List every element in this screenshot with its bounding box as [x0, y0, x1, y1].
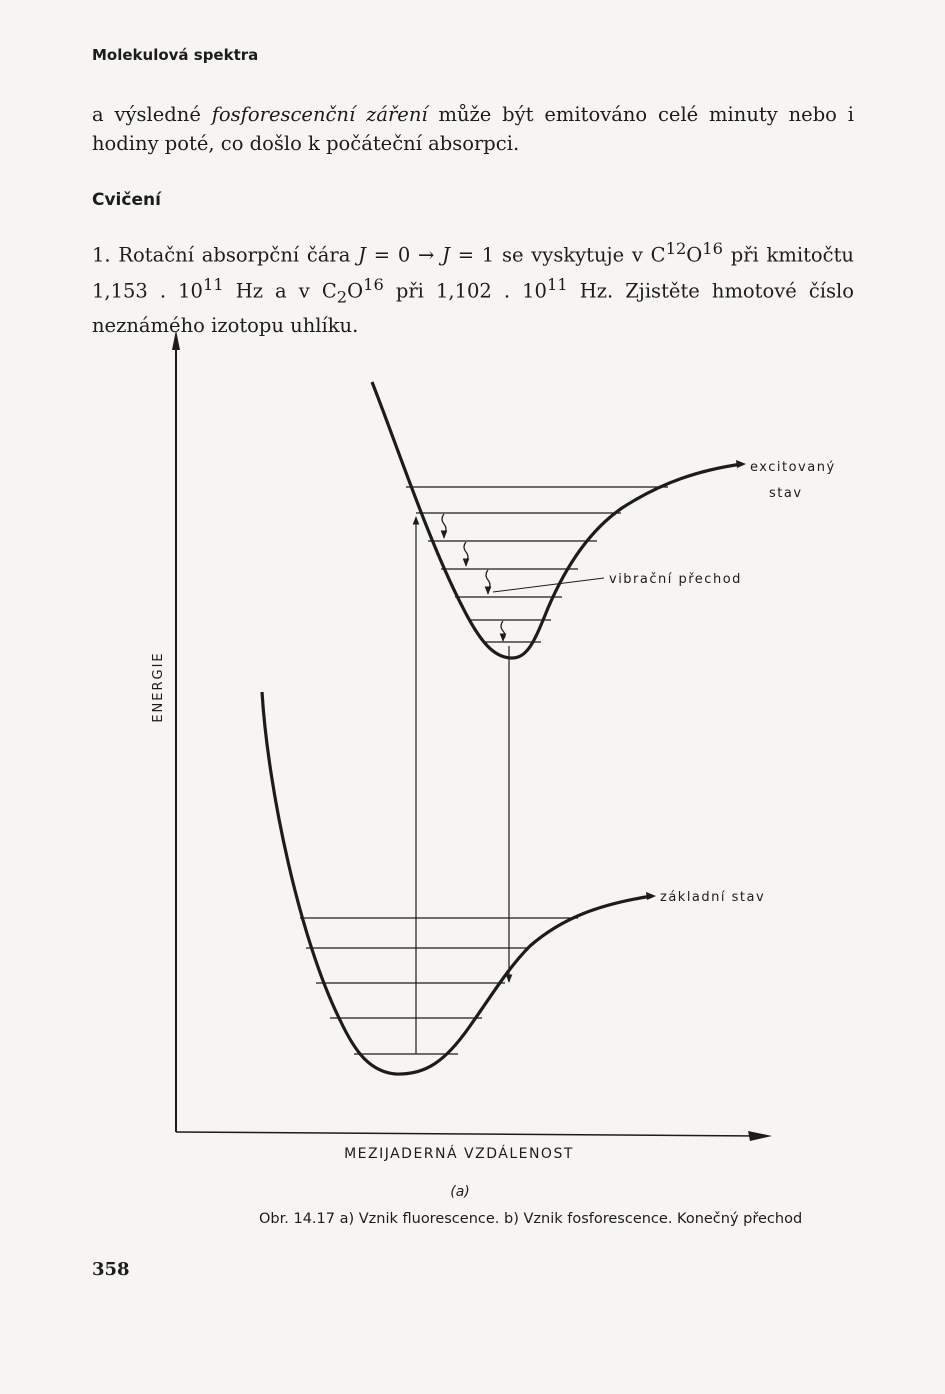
ground-label-pointer	[646, 892, 656, 900]
exercise-text: Hz. Zjistěte hmotové číslo neznámého izo…	[92, 279, 855, 337]
ground-state-curve	[260, 691, 653, 1076]
x-axis-label: MEZIJADERNÁ VZDÁLENOST	[344, 1145, 574, 1162]
figure-sub-label: (a)	[450, 1184, 470, 1200]
exercise-text: = 1 se vyskytuje v C	[449, 243, 666, 267]
wavy-arrow	[499, 620, 507, 642]
exercise-superscript: 12	[665, 239, 687, 258]
exercise-superscript: 11	[202, 274, 224, 294]
exercise-text: při kmitočtu 1,153 . 10	[92, 243, 854, 303]
relaxation-arrows	[440, 513, 507, 642]
excited-state-label-2: stav	[769, 486, 803, 501]
running-head: Molekulová spektra	[92, 46, 259, 64]
ground-levels	[300, 917, 578, 1055]
wavy-arrow	[484, 569, 492, 595]
page-number: 358	[92, 1259, 130, 1280]
paragraph-text-2: může být emitováno celé minuty nebo i ho…	[92, 103, 854, 155]
exercise-var: J	[358, 243, 366, 267]
exercise-superscript: 11	[546, 274, 568, 294]
exercise-var: J	[442, 243, 450, 267]
exercise-subscript: 2	[336, 286, 348, 306]
ground-state-label: základní stav	[660, 890, 765, 905]
exercise-1: 1. Rotační absorpční čára J = 0 → J = 1 …	[92, 234, 854, 340]
paragraph-phosphorescence: a výsledné fosforescenční záření může bý…	[92, 100, 854, 158]
exercise-text: Hz a v C	[223, 279, 337, 302]
exercise-text: O	[686, 243, 703, 267]
figure-caption: Obr. 14.17 a) Vznik fluorescence. b) Vzn…	[259, 1211, 803, 1227]
x-axis-arrowhead	[748, 1131, 772, 1141]
x-axis	[175, 1131, 761, 1137]
paragraph-text-1: a výsledné	[92, 103, 212, 126]
y-axis-arrowhead	[172, 330, 180, 350]
italic-term: fosforescenční záření	[211, 103, 428, 126]
section-title: Cvičení	[92, 190, 161, 210]
y-axis-label: ENERGIE	[151, 651, 166, 722]
excited-state-label-1: excitovaný	[750, 460, 836, 475]
excited-label-pointer	[736, 460, 746, 468]
wavy-arrow	[440, 513, 448, 539]
exercise-superscript: 16	[702, 239, 723, 258]
exercise-text: = 0 →	[365, 243, 443, 267]
exercise-text: při 1,102 . 10	[383, 279, 547, 302]
exercise-superscript: 16	[363, 274, 384, 294]
excited-state-curve	[370, 381, 743, 660]
excited-levels	[406, 486, 668, 643]
vibrational-transition-label: vibrační přechod	[609, 572, 742, 587]
wavy-arrow	[462, 541, 470, 567]
exercise-text: O	[347, 279, 364, 302]
vibrational-transition-leader	[492, 577, 605, 593]
exercise-text: 1. Rotační absorpční čára	[92, 243, 359, 267]
